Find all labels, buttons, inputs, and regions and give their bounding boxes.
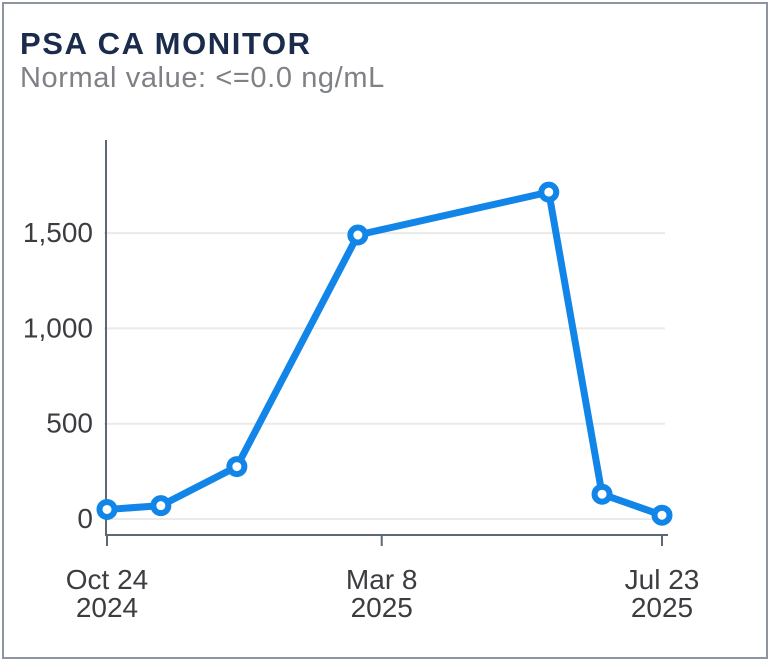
x-tick-label: Jul 23 2025 — [625, 564, 700, 623]
x-tick-label: Mar 8 2025 — [346, 564, 418, 623]
data-point[interactable] — [591, 483, 613, 505]
x-tick-label: Oct 24 2024 — [66, 564, 148, 623]
y-tick-label: 1,000 — [23, 312, 93, 343]
normal-value-subtitle: Normal value: <=0.0 ng/mL — [20, 62, 385, 94]
y-tick-label: 0 — [77, 503, 93, 534]
y-tick-label: 500 — [46, 408, 93, 439]
y-tick-label: 1,500 — [23, 217, 93, 248]
data-point[interactable] — [651, 504, 673, 526]
data-line — [103, 188, 666, 519]
data-point[interactable] — [347, 224, 369, 246]
data-point[interactable] — [226, 456, 248, 478]
chart-title: PSA CA MONITOR — [20, 26, 312, 61]
data-point[interactable] — [538, 181, 560, 203]
data-point[interactable] — [150, 495, 172, 517]
data-point[interactable] — [96, 498, 118, 520]
